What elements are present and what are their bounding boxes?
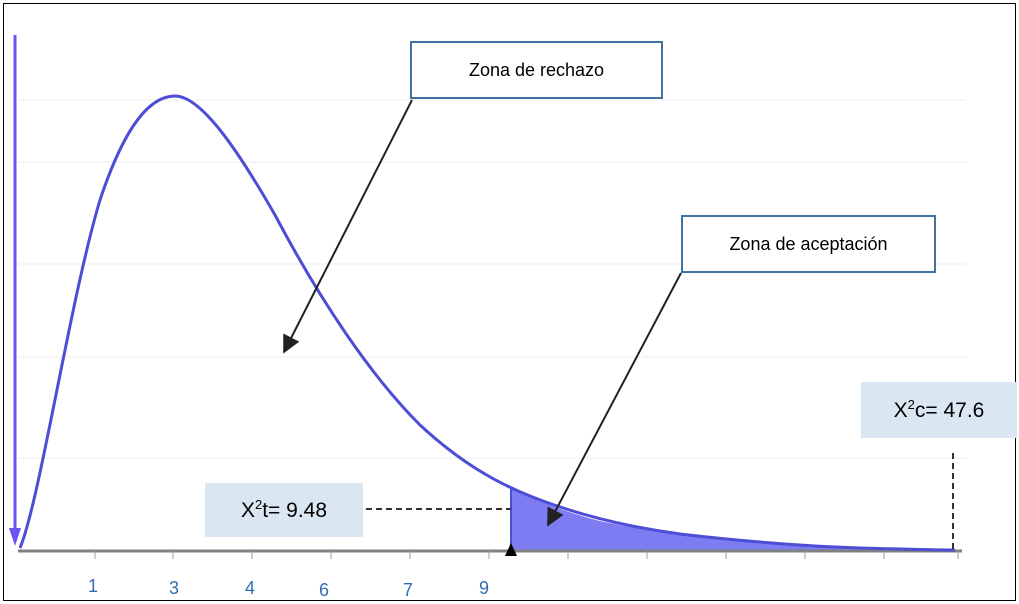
calculated-value-label: X2c= 47.6	[893, 397, 985, 422]
aceptacion-arrow	[547, 272, 682, 527]
calculated-value-box: X2c= 47.6	[861, 382, 1017, 438]
callout-zona-rechazo: Zona de rechazo	[410, 41, 663, 99]
x-axis-ticks	[94, 551, 959, 559]
diagram-frame	[3, 3, 1016, 601]
callout-zona-rechazo-label: Zona de rechazo	[468, 59, 605, 80]
x-tick-label: 4	[244, 578, 256, 598]
shaded-tail-region	[511, 488, 955, 551]
callout-zona-aceptacion: Zona de aceptación	[681, 215, 936, 273]
critical-value-box: X2t= 9.48	[205, 483, 363, 537]
critical-value-marker	[505, 543, 517, 556]
x-tick-label: 6	[318, 580, 330, 600]
x-tick-label: 9	[478, 578, 490, 598]
x-tick-label: 3	[168, 578, 180, 598]
gridlines	[18, 99, 966, 459]
y-axis-arrow	[9, 35, 21, 546]
rechazo-arrow	[283, 99, 413, 354]
x-tick-label: 1	[87, 576, 99, 596]
x-tick-label: 7	[402, 580, 414, 600]
chi-square-curve	[18, 94, 956, 552]
callout-zona-aceptacion-label: Zona de aceptación	[729, 233, 888, 254]
critical-value-label: X2t= 9.48	[240, 497, 328, 522]
